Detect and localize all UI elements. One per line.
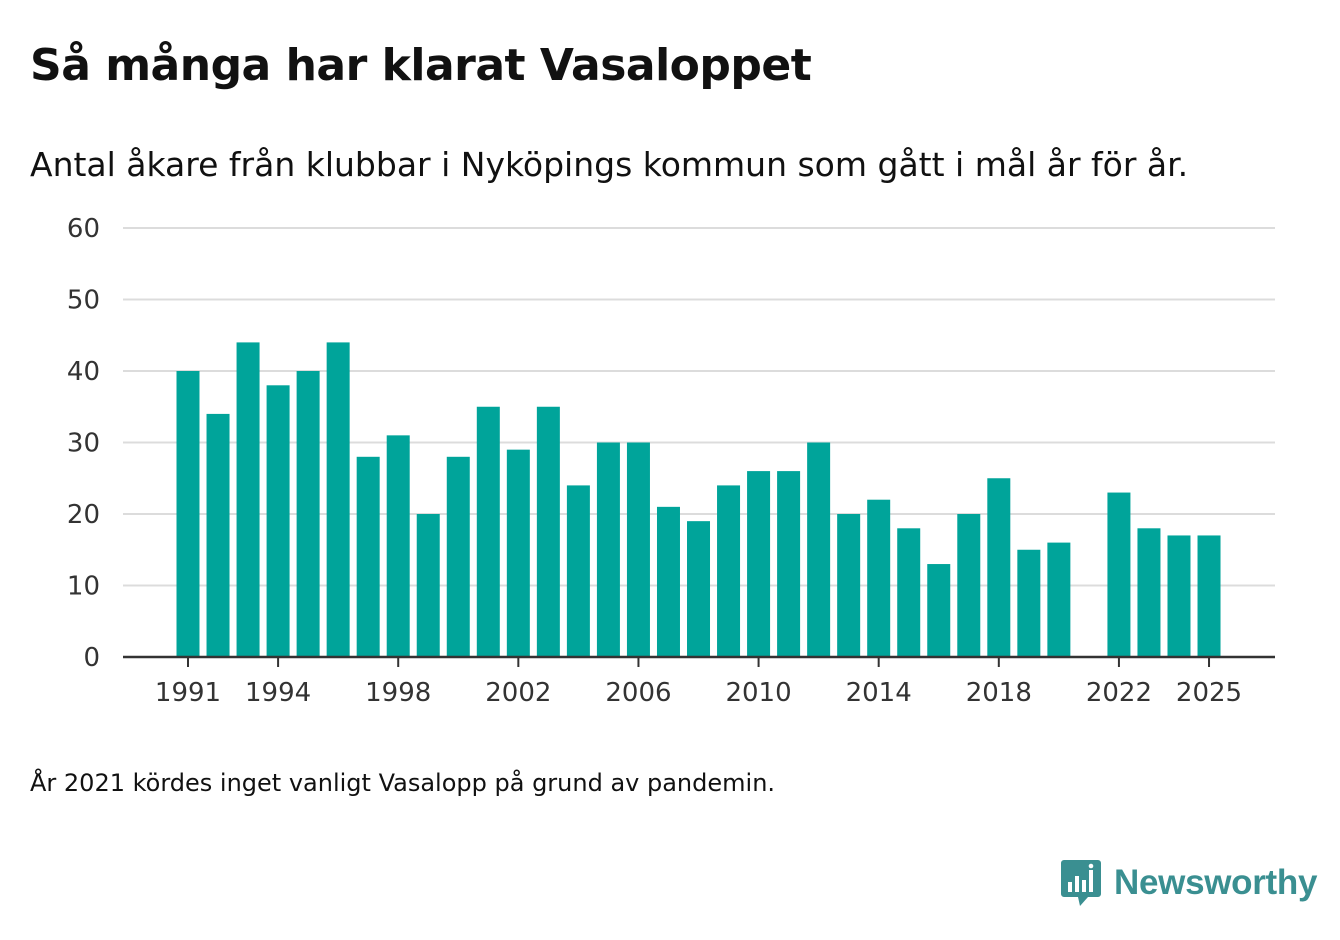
bar-2010 — [747, 471, 771, 657]
bar-2008 — [687, 521, 711, 657]
y-tick-label: 60 — [67, 214, 100, 244]
bar-chart: 0 10 20 30 40 50 60 1991 1994 1998 2002 2006 2010 201… — [67, 214, 1275, 708]
bar-2013 — [837, 514, 861, 657]
bar-2007 — [656, 506, 680, 657]
x-tick-label: 2006 — [605, 678, 671, 708]
x-tick-label: 1998 — [365, 678, 431, 708]
bar-2002 — [506, 449, 530, 657]
bar-2003 — [536, 406, 560, 657]
bar-2018 — [987, 478, 1011, 657]
chart-subtitle: Antal åkare från klubbar i Nyköpings kom… — [30, 145, 1189, 184]
bar-1995 — [296, 371, 320, 657]
y-tick-label: 40 — [67, 357, 100, 387]
bar-2017 — [957, 514, 981, 657]
bar-1992 — [206, 413, 230, 657]
bar-1993 — [236, 342, 260, 657]
bar-2024 — [1167, 535, 1191, 657]
bar-2009 — [717, 485, 741, 657]
x-tick-label: 2022 — [1086, 678, 1152, 708]
chart-title: Så många har klarat Vasaloppet — [30, 40, 812, 91]
bar-2011 — [777, 471, 801, 657]
y-tick-label: 0 — [83, 643, 100, 673]
y-tick-label: 30 — [67, 429, 100, 459]
bars — [176, 342, 1221, 657]
bar-2015 — [897, 528, 921, 657]
bar-1996 — [326, 342, 350, 657]
bar-2005 — [596, 442, 620, 657]
bar-2014 — [867, 499, 891, 657]
y-tick-label: 50 — [67, 286, 100, 316]
bar-2000 — [446, 456, 470, 657]
bar-2019 — [1017, 549, 1041, 657]
x-tick-label: 1994 — [245, 678, 311, 708]
y-tick-label: 10 — [67, 572, 100, 602]
brand-logo: Newsworthy — [1060, 858, 1317, 908]
x-tick-label: 1991 — [155, 678, 221, 708]
bar-2022 — [1107, 492, 1131, 657]
bar-2016 — [927, 564, 951, 657]
x-tick-label: 2014 — [846, 678, 912, 708]
bar-1997 — [356, 456, 380, 657]
bar-1994 — [266, 385, 290, 657]
bar-2020 — [1047, 542, 1071, 657]
bar-1998 — [386, 435, 410, 657]
axes: 0 10 20 30 40 50 60 1991 1994 1998 2002 2006 2010 201… — [67, 214, 1275, 708]
x-tick-label: 2025 — [1176, 678, 1242, 708]
bar-1999 — [416, 514, 440, 657]
bar-2004 — [566, 485, 590, 657]
bar-2012 — [807, 442, 831, 657]
bar-2006 — [626, 442, 650, 657]
bar-1991 — [176, 371, 200, 657]
x-tick-label: 2010 — [725, 678, 791, 708]
x-tick-label: 2002 — [485, 678, 551, 708]
bar-2001 — [476, 406, 500, 657]
brand-name: Newsworthy — [1114, 863, 1318, 902]
bar-2023 — [1137, 528, 1161, 657]
newsworthy-logo-icon — [1061, 860, 1101, 906]
y-tick-label: 20 — [67, 500, 100, 530]
footnote: År 2021 kördes inget vanligt Vasalopp på… — [30, 769, 776, 797]
bar-2025 — [1197, 535, 1221, 657]
x-tick-label: 2018 — [966, 678, 1032, 708]
